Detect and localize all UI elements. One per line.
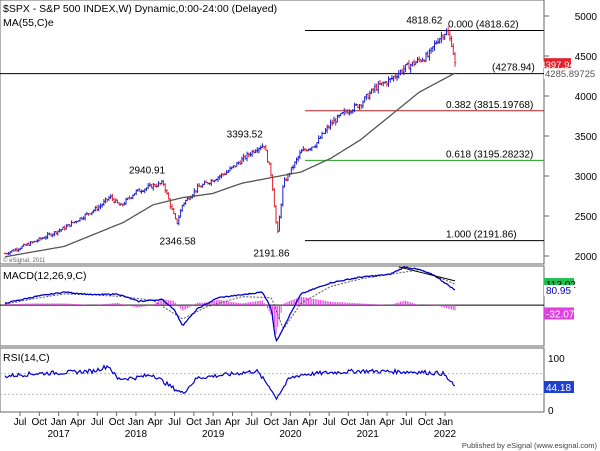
time-axis: Jul Oct Jan Apr Jul Oct Jan Apr Jul Oct Jan Apr Jul O… [14, 412, 457, 440]
x-tick-label: Oct [109, 417, 125, 428]
price-axis: 2000 2500 3000 3500 4000 4500 5000 4397.944285.… [540, 12, 598, 263]
x-tick-label: Jan [205, 417, 221, 428]
x-year-label: 2021 [357, 429, 380, 440]
copyright-text: © eSignal, 2011 [3, 257, 46, 264]
x-tick-label: Jan [51, 417, 67, 428]
fib-level-label: 0.000 (4818.62) [448, 20, 519, 31]
signal-value-label: 80.95 [546, 286, 571, 297]
rsi-value-label: 44.18 [546, 383, 571, 394]
ma-line [4, 72, 456, 258]
ma-legend: MA(55,C)e [3, 17, 54, 29]
ma-value-label: 4285.89725 [545, 69, 595, 80]
x-tick-label: Oct [418, 417, 434, 428]
x-tick-label: Jul [245, 417, 258, 428]
fib-level-label: (4278.94) [492, 63, 535, 74]
last-price-badge [544, 58, 571, 71]
macd-plot: 113.0280.95-32.07 [0, 266, 576, 343]
rsi-panel-frame [0, 347, 545, 413]
price-panel-frame [0, 0, 545, 265]
x-tick-label: Apr [379, 417, 395, 428]
y-tick-label: 2000 [575, 252, 598, 263]
x-tick-label: Jul [400, 417, 413, 428]
fib-level-label: 1.000 (2191.86) [446, 230, 517, 241]
x-tick-label: Jul [323, 417, 336, 428]
x-year-label: 2019 [202, 429, 225, 440]
x-year-label: 2020 [279, 429, 302, 440]
price-annotation: 3393.52 [227, 130, 264, 141]
rsi-tick-label: 100 [548, 354, 565, 365]
price-annotation: 2940.91 [129, 166, 166, 177]
histogram-value-badge [544, 307, 574, 320]
x-tick-label: Jul [14, 417, 27, 428]
price-annotation: 2346.58 [160, 236, 197, 247]
y-tick-label: 4000 [575, 92, 598, 103]
rsi-line [4, 364, 456, 401]
x-tick-label: Apr [147, 417, 163, 428]
ma-value-badge [544, 68, 598, 80]
x-tick-label: Oct [263, 417, 279, 428]
x-tick-label: Jan [282, 417, 298, 428]
x-tick-label: Jan [437, 417, 453, 428]
x-year-label: 2022 [434, 429, 457, 440]
x-tick-label: Apr [225, 417, 241, 428]
macd-line [4, 266, 456, 343]
y-tick-label: 2500 [575, 212, 598, 223]
x-tick-label: Oct [186, 417, 202, 428]
price-annotations: 4818.62 3393.52 2940.91 2346.58 2191.86 [129, 16, 443, 260]
price-annotation: 4818.62 [406, 16, 443, 27]
macd-divergence-trendline [398, 266, 456, 282]
rsi-legend: RSI(14,C) [3, 352, 50, 364]
signal-value-badge [544, 285, 574, 297]
price-bars [3, 26, 457, 256]
published-by: Published by eSignal (www.esignal.com) [462, 441, 598, 450]
histogram-value-label: -32.07 [546, 309, 575, 320]
x-tick-label: Apr [302, 417, 318, 428]
x-tick-label: Jan [360, 417, 376, 428]
x-tick-label: Oct [32, 417, 48, 428]
moving-average [4, 72, 456, 258]
chart-title: $SPX - S&P 500 INDEX,W) Dynamic,0:00-24:… [3, 3, 277, 15]
x-year-label: 2017 [48, 429, 71, 440]
x-tick-label: Jul [168, 417, 181, 428]
y-tick-label: 3500 [575, 132, 598, 143]
rsi-tick-label: 0 [548, 406, 554, 417]
rsi-plot: 05010044.18 [0, 354, 574, 417]
x-tick-label: Apr [70, 417, 86, 428]
last-price-label: 4397.94 [540, 60, 574, 71]
price-annotation: 2191.86 [253, 249, 290, 260]
fib-level-label: 0.618 (3195.28232) [446, 149, 533, 160]
y-tick-label: 3000 [575, 172, 598, 183]
x-tick-label: Oct [341, 417, 357, 428]
x-tick-label: Jul [91, 417, 104, 428]
y-tick-label: 4500 [575, 52, 598, 63]
macd-legend: MACD(12,26,9,C) [3, 270, 86, 282]
x-tick-label: Jan [128, 417, 144, 428]
x-year-label: 2018 [125, 429, 148, 440]
y-tick-label: 5000 [575, 12, 598, 23]
fib-level-label: 0.382 (3815.19768) [446, 100, 533, 111]
rsi-value-badge [544, 381, 574, 394]
